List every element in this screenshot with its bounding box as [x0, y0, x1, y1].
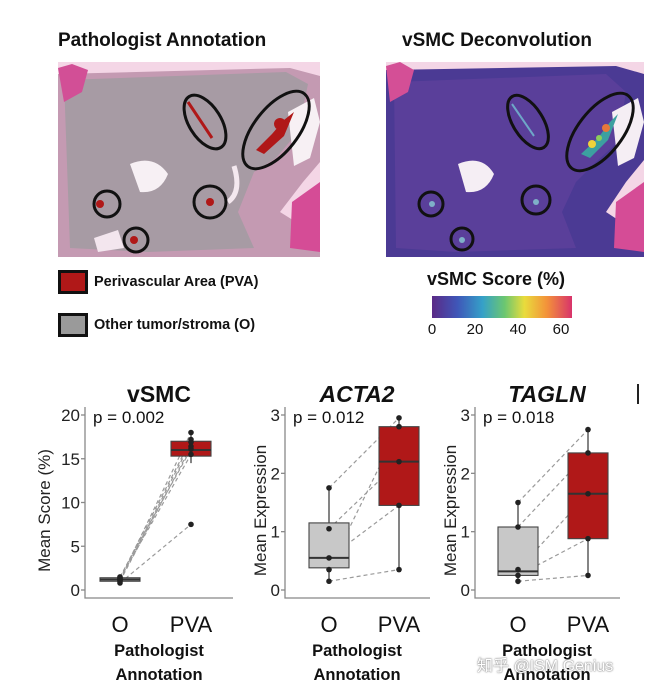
x-tick-label: PVA — [378, 612, 421, 637]
plot-title: ACTA2 — [319, 381, 395, 407]
data-point-o — [515, 578, 521, 585]
data-point-pva — [396, 415, 402, 421]
data-point-o — [326, 566, 332, 573]
data-point-o — [326, 485, 332, 491]
x-axis-label-line1: Pathologist — [312, 642, 402, 660]
paired-line — [119, 441, 192, 581]
y-tick-label: 0 — [271, 581, 280, 600]
colorbar-title: vSMC Score (%) — [427, 269, 566, 289]
y-tick-label: 0 — [71, 581, 80, 600]
data-point-o — [117, 575, 123, 582]
data-point-pva — [188, 429, 194, 436]
data-point-pva — [585, 450, 591, 456]
p-value-label: p = 0.018 — [483, 408, 554, 427]
axis-frame — [84, 407, 233, 599]
y-tick-label: 0 — [461, 581, 470, 600]
plot-title: TAGLN — [508, 381, 586, 407]
y-tick-label: 2 — [271, 464, 280, 483]
axis-frame — [474, 407, 620, 599]
pathologist-annotation-image — [58, 62, 320, 257]
data-point-o — [326, 578, 332, 585]
colorbar-tick: 0 — [427, 321, 437, 338]
x-axis-label-line1: Pathologist — [502, 642, 592, 660]
legend-swatch-pva — [58, 270, 88, 294]
paired-line — [328, 426, 400, 570]
colorbar-tick: 40 — [509, 321, 527, 338]
data-point-pva — [188, 451, 194, 458]
x-tick-label: O — [111, 612, 128, 637]
axis-frame — [284, 407, 430, 599]
paired-line — [119, 432, 192, 580]
y-tick-label: 10 — [61, 494, 80, 513]
legend-item-pva: Perivascular Area (PVA) — [58, 270, 258, 294]
left-image-title: Pathologist Annotation — [58, 30, 267, 51]
data-point-pva — [585, 572, 591, 579]
p-value-label: p = 0.002 — [93, 408, 164, 427]
right-image-title: vSMC Deconvolution — [402, 30, 593, 51]
p-value-label: p = 0.012 — [293, 408, 364, 427]
paired-line — [119, 448, 192, 578]
data-point-pva — [188, 446, 194, 452]
paired-line — [328, 417, 400, 489]
data-point-pva — [188, 521, 194, 528]
y-tick-label: 5 — [71, 537, 80, 556]
colorbar-tick: 60 — [552, 321, 570, 338]
x-tick-label: PVA — [170, 612, 213, 637]
data-point-pva — [188, 439, 194, 445]
legend-swatch-other — [58, 313, 88, 337]
watermark-text: 知乎 @ISM Genius — [477, 658, 614, 675]
data-point-pva — [396, 458, 402, 465]
y-axis-label: Mean Expression — [441, 445, 460, 576]
x-tick-label: PVA — [567, 612, 610, 637]
paired-line — [517, 574, 589, 582]
data-point-pva — [396, 502, 402, 509]
legend-item-other: Other tumor/stroma (O) — [58, 313, 255, 337]
vsmc-deconvolution-image — [386, 62, 644, 257]
paired-line — [517, 429, 589, 503]
paired-line — [119, 446, 192, 582]
plot-title: vSMC — [127, 381, 191, 407]
data-point-pva — [585, 490, 591, 497]
paired-line — [119, 439, 192, 579]
colorbar-gradient — [432, 296, 572, 318]
y-axis-label: Mean Score (%) — [35, 449, 54, 572]
y-axis-label: Mean Expression — [251, 445, 270, 576]
box-pva — [378, 426, 420, 506]
y-tick-label: 1 — [271, 523, 280, 542]
colorbar-tick: 20 — [466, 321, 484, 338]
data-point-pva — [585, 535, 591, 542]
colorbar-ticks: 0 20 40 60 — [428, 321, 572, 341]
y-tick-label: 20 — [61, 406, 80, 425]
data-point-o — [515, 499, 521, 506]
data-point-o — [515, 572, 521, 579]
x-tick-label: O — [509, 612, 526, 637]
paired-line — [328, 568, 400, 582]
paired-line — [119, 523, 192, 584]
data-point-pva — [396, 566, 402, 573]
data-point-o — [515, 566, 521, 573]
x-axis-label-line2: Annotation — [115, 666, 202, 684]
x-axis-label-line2: Annotation — [503, 666, 590, 684]
paired-line — [517, 538, 589, 576]
legend-label-other: Other tumor/stroma (O) — [94, 317, 256, 333]
data-point-o — [117, 580, 123, 586]
y-tick-label: 1 — [461, 523, 470, 542]
x-axis-label-line2: Annotation — [313, 666, 400, 684]
y-tick-label: 2 — [461, 464, 470, 483]
data-point-o — [515, 524, 521, 530]
x-tick-label: O — [320, 612, 337, 637]
y-tick-label: 15 — [61, 450, 80, 469]
y-tick-label: 3 — [271, 406, 280, 425]
data-point-pva — [585, 426, 591, 433]
data-point-o — [326, 555, 332, 561]
legend-label-pva: Perivascular Area (PVA) — [94, 274, 259, 290]
data-point-pva — [396, 423, 402, 430]
y-tick-label: 3 — [461, 406, 470, 425]
x-axis-label-line1: Pathologist — [114, 642, 204, 660]
paired-line — [119, 454, 192, 579]
data-point-o — [326, 525, 332, 532]
